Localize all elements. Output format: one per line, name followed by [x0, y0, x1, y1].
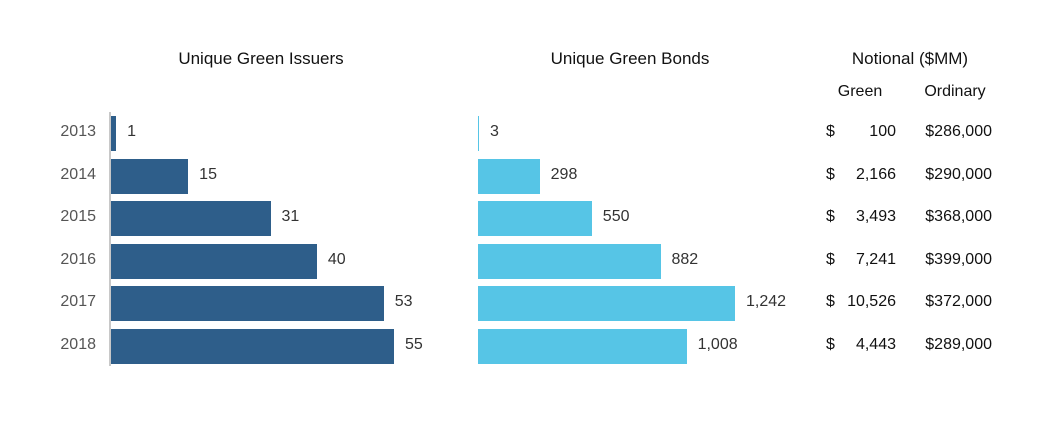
issuers-axis-line — [109, 112, 111, 366]
issuers-value-label: 15 — [199, 165, 217, 183]
ordinary-column-header: Ordinary — [924, 83, 986, 100]
issuers-chart-title: Unique Green Issuers — [178, 49, 344, 68]
bonds-chart-title: Unique Green Bonds — [550, 49, 710, 68]
bonds-bar — [478, 286, 735, 322]
ordinary-notional-value: $368,000 — [925, 208, 992, 226]
green-currency-symbol: $ — [826, 250, 835, 268]
issuers-value-label: 40 — [327, 250, 346, 268]
year-label: 2018 — [60, 336, 96, 353]
bonds-bar — [478, 201, 592, 237]
issuers-value-label: 53 — [394, 293, 413, 311]
issuers-value-label: 1 — [127, 123, 137, 140]
bonds-value-label: 1,242 — [746, 293, 787, 311]
bonds-value-label: 550 — [602, 208, 630, 226]
green-currency-symbol: $ — [826, 336, 835, 353]
year-label: 2013 — [60, 123, 96, 140]
issuers-bar — [111, 329, 394, 364]
ordinary-notional-value: $399,000 — [925, 250, 992, 268]
ordinary-notional-value: $372,000 — [925, 293, 992, 311]
green-notional-value: 10,526 — [847, 293, 896, 311]
year-label: 2015 — [60, 208, 96, 226]
green-column-header: Green — [837, 83, 883, 100]
issuers-value-label: 31 — [281, 208, 300, 226]
year-label: 2016 — [60, 250, 96, 268]
bonds-value-label: 298 — [550, 165, 578, 183]
year-label: 2014 — [60, 165, 96, 183]
green-notional-value: 2,166 — [855, 165, 896, 183]
issuers-bar — [111, 158, 189, 194]
green-notional-value: 3,493 — [855, 208, 896, 226]
bonds-value-label: 1,008 — [697, 336, 738, 353]
issuers-bar — [111, 243, 317, 279]
green-currency-symbol: $ — [826, 123, 835, 140]
green-currency-symbol: $ — [826, 293, 835, 311]
green-currency-symbol: $ — [826, 208, 835, 226]
notional-table-title: Notional ($MM) — [851, 49, 969, 68]
ordinary-notional-value: $290,000 — [925, 165, 992, 183]
green-notional-value: 4,443 — [855, 336, 896, 353]
bonds-bar — [478, 158, 540, 194]
issuers-bar — [111, 286, 384, 322]
green-notional-value: 7,241 — [855, 250, 896, 268]
issuers-bar — [111, 116, 117, 151]
year-label: 2017 — [60, 293, 96, 311]
green-notional-value: 100 — [869, 123, 896, 140]
issuers-value-label: 55 — [405, 336, 423, 353]
bonds-bar — [478, 329, 687, 364]
bonds-bar — [478, 116, 479, 151]
bonds-value-label: 882 — [671, 250, 699, 268]
bonds-bar — [478, 243, 661, 279]
bonds-value-label: 3 — [490, 123, 499, 140]
ordinary-notional-value: $289,000 — [925, 336, 992, 353]
green-currency-symbol: $ — [826, 165, 835, 183]
issuers-bar — [111, 201, 271, 237]
ordinary-notional-value: $286,000 — [925, 123, 992, 140]
